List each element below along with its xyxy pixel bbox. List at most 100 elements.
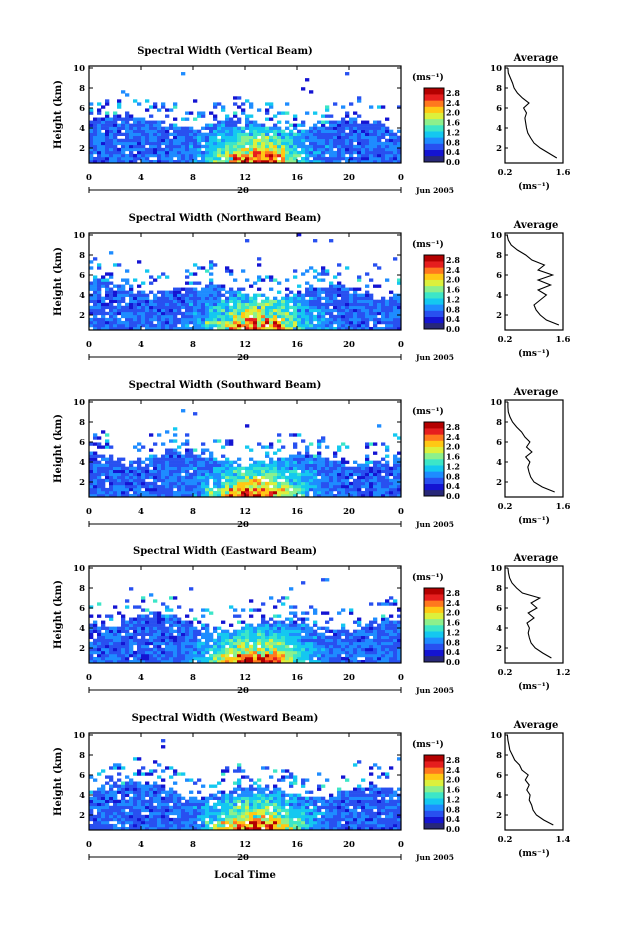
heatmap-cell bbox=[121, 326, 126, 331]
heatmap-cell bbox=[257, 656, 262, 661]
heatmap-cell bbox=[197, 454, 202, 458]
heatmap-cell bbox=[137, 638, 142, 643]
x-tick-label: 4 bbox=[138, 507, 144, 517]
heatmap-cell bbox=[381, 484, 386, 489]
heatmap-cell bbox=[177, 493, 182, 498]
heatmap-cell bbox=[169, 469, 174, 474]
heatmap-cell bbox=[269, 320, 274, 325]
heatmap-cell bbox=[349, 144, 354, 149]
heatmap-cell bbox=[365, 475, 370, 480]
heatmap-cell bbox=[105, 790, 110, 794]
heatmap-cell bbox=[353, 311, 358, 316]
heatmap-cell bbox=[297, 635, 302, 640]
heatmap-cell bbox=[321, 302, 326, 307]
heatmap-cell bbox=[233, 656, 238, 661]
heatmap-cell bbox=[125, 659, 130, 664]
heatmap-cell bbox=[373, 311, 378, 316]
heatmap-cell bbox=[229, 132, 234, 137]
heatmap-cell bbox=[141, 472, 146, 477]
heatmap-cell bbox=[249, 644, 254, 649]
heatmap-cell bbox=[201, 135, 206, 140]
heatmap-cell bbox=[245, 472, 250, 477]
heatmap-cell bbox=[133, 493, 138, 498]
heatmap-cell bbox=[177, 326, 182, 331]
heatmap-cell bbox=[233, 653, 238, 658]
heatmap-cell bbox=[181, 460, 186, 464]
heatmap-cell bbox=[105, 272, 110, 276]
heatmap-cell bbox=[253, 629, 258, 633]
heatmap-cell bbox=[197, 129, 202, 133]
heatmap-cell bbox=[329, 656, 334, 661]
heatmap-cell bbox=[117, 117, 122, 121]
heatmap-cell bbox=[125, 638, 130, 643]
heatmap-cell bbox=[93, 311, 98, 316]
heatmap-cell bbox=[341, 138, 346, 143]
heatmap-cell bbox=[349, 305, 354, 310]
heatmap-cell bbox=[385, 641, 390, 646]
heatmap-cell bbox=[297, 138, 302, 143]
heatmap-cell bbox=[349, 650, 354, 655]
heatmap-cell bbox=[205, 490, 210, 495]
heatmap-cell bbox=[325, 290, 330, 294]
heatmap-cell bbox=[141, 159, 146, 164]
heatmap-cell bbox=[365, 156, 370, 161]
heatmap-cell bbox=[217, 147, 222, 152]
heatmap-cell bbox=[137, 823, 142, 828]
heatmap-cell bbox=[305, 111, 310, 115]
heatmap-cell bbox=[137, 460, 142, 464]
heatmap-cell bbox=[97, 656, 102, 661]
heatmap-cell bbox=[225, 656, 230, 661]
heatmap-cell bbox=[329, 150, 334, 155]
heatmap-cell bbox=[301, 156, 306, 161]
heatmap-cell bbox=[297, 478, 302, 483]
heatmap-cell bbox=[261, 132, 266, 137]
heatmap-cell bbox=[353, 111, 358, 115]
heatmap-cell bbox=[113, 305, 118, 310]
heatmap-cell bbox=[205, 608, 210, 612]
heatmap-cell bbox=[269, 487, 274, 492]
heatmap-cell bbox=[253, 638, 258, 643]
heatmap-cell bbox=[313, 466, 318, 471]
heatmap-cell bbox=[157, 484, 162, 489]
heatmap-cell bbox=[205, 302, 210, 307]
heatmap-cell bbox=[397, 311, 402, 316]
heatmap-cell bbox=[385, 278, 390, 282]
heatmap-cell bbox=[377, 460, 382, 464]
heatmap-cell bbox=[393, 305, 398, 310]
heatmap-cell bbox=[161, 460, 166, 464]
heatmap-cell bbox=[129, 826, 134, 831]
heatmap-cell bbox=[165, 659, 170, 664]
heatmap-cell bbox=[225, 308, 230, 313]
heatmap-cell bbox=[249, 623, 254, 627]
heatmap-cell bbox=[93, 451, 98, 455]
heatmap-cell bbox=[361, 296, 366, 300]
heatmap-cell bbox=[125, 626, 130, 630]
heatmap-cell bbox=[193, 638, 198, 643]
heatmap-cell bbox=[353, 635, 358, 640]
heatmap-cell bbox=[357, 638, 362, 643]
heatmap-cell bbox=[229, 635, 234, 640]
heatmap-cell bbox=[129, 311, 134, 316]
heatmap-cell bbox=[109, 799, 114, 804]
heatmap-cell bbox=[173, 320, 178, 325]
heatmap-cell bbox=[333, 659, 338, 664]
heatmap-cell bbox=[389, 650, 394, 655]
heatmap-cell bbox=[313, 484, 318, 489]
heatmap-cell bbox=[177, 487, 182, 492]
heatmap-cell bbox=[125, 623, 130, 627]
heatmap-cell bbox=[105, 793, 110, 797]
heatmap-cell bbox=[309, 656, 314, 661]
heatmap-cell bbox=[153, 475, 158, 480]
heatmap-cell bbox=[237, 650, 242, 655]
heatmap-cell bbox=[153, 144, 158, 149]
heatmap-cell bbox=[361, 644, 366, 649]
heatmap-cell bbox=[233, 278, 238, 282]
heatmap-cell bbox=[189, 126, 194, 130]
heatmap-cell bbox=[213, 105, 218, 109]
heatmap-cell bbox=[185, 650, 190, 655]
heatmap-cell bbox=[133, 156, 138, 161]
heatmap-cell bbox=[161, 320, 166, 325]
heatmap-cell bbox=[249, 493, 254, 498]
heatmap-cell bbox=[217, 460, 222, 464]
heatmap-cell bbox=[353, 156, 358, 161]
